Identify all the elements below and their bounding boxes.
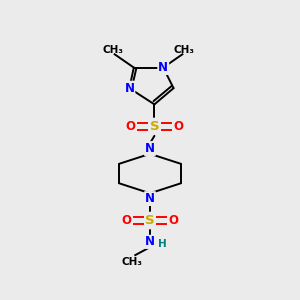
Text: O: O bbox=[169, 214, 178, 227]
Text: N: N bbox=[145, 142, 155, 155]
Text: O: O bbox=[126, 120, 136, 133]
Text: O: O bbox=[122, 214, 131, 227]
Text: CH₃: CH₃ bbox=[103, 45, 124, 55]
Text: O: O bbox=[173, 120, 183, 133]
Text: N: N bbox=[145, 236, 155, 248]
Text: CH₃: CH₃ bbox=[122, 256, 143, 267]
Text: CH₃: CH₃ bbox=[173, 45, 194, 55]
Text: N: N bbox=[158, 61, 168, 74]
Text: S: S bbox=[150, 120, 159, 133]
Text: N: N bbox=[124, 82, 134, 95]
Text: H: H bbox=[158, 238, 167, 249]
Text: S: S bbox=[145, 214, 155, 227]
Text: N: N bbox=[145, 192, 155, 205]
